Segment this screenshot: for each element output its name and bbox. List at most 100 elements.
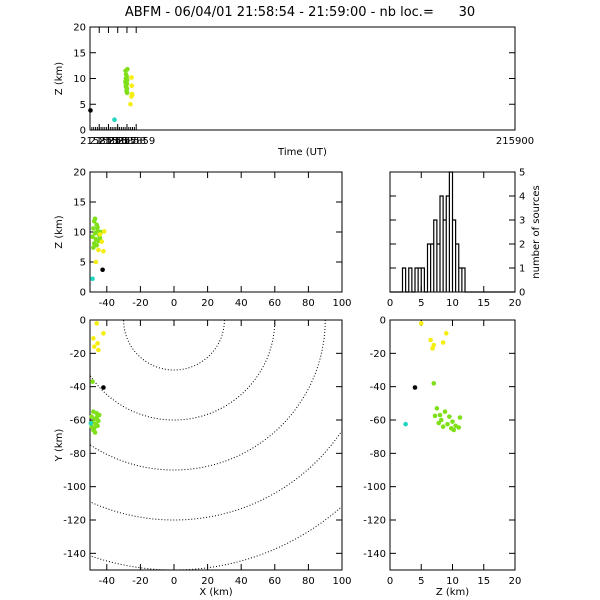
source-point bbox=[91, 336, 96, 341]
source-point bbox=[91, 226, 96, 231]
histogram-bar bbox=[418, 268, 421, 292]
range-ring bbox=[90, 429, 342, 521]
source-point bbox=[124, 87, 129, 92]
x-height-panel: -40 -20 0 20 40 60 80 100 0 5 10 15 20 Z (km) bbox=[54, 168, 352, 310]
histogram-bar bbox=[453, 220, 456, 292]
plan-view-panel: -40 -20 0 20 40 60 80 100 0 -20 -40 -60 -80 -100 -120 -… bbox=[54, 316, 352, 599]
y-tick-label: -120 bbox=[363, 516, 386, 527]
source-point bbox=[440, 340, 446, 345]
source-point bbox=[436, 420, 442, 426]
source-point bbox=[123, 83, 129, 89]
x-tick-label: 0 bbox=[171, 576, 177, 587]
y-tick-label: -140 bbox=[63, 549, 86, 560]
histogram-bars bbox=[390, 171, 515, 293]
x-tick-label: 215856 bbox=[89, 136, 127, 147]
x-tick-label: -20 bbox=[132, 576, 148, 587]
x-tick-label: 10 bbox=[446, 298, 459, 309]
histogram-bar bbox=[456, 244, 459, 292]
source-point bbox=[431, 381, 437, 386]
source-point bbox=[90, 379, 95, 384]
y-tick-label: -80 bbox=[70, 449, 86, 460]
y-tick-label: 15 bbox=[73, 48, 86, 59]
source-point bbox=[96, 347, 101, 353]
histogram-bar bbox=[431, 244, 434, 292]
source-point bbox=[88, 421, 94, 426]
source-points bbox=[88, 66, 135, 122]
histogram-bar bbox=[462, 268, 465, 292]
x-tick-label: 100 bbox=[332, 576, 351, 587]
y-tick-label: -100 bbox=[63, 482, 86, 493]
histogram-bar bbox=[437, 244, 440, 292]
x-tick-label: 15 bbox=[477, 298, 490, 309]
source-point bbox=[412, 385, 418, 390]
source-point bbox=[124, 74, 130, 79]
source-point bbox=[101, 331, 106, 336]
source-point bbox=[403, 421, 408, 427]
source-point bbox=[93, 259, 99, 265]
x-tick-label: 20 bbox=[509, 298, 522, 309]
source-point bbox=[95, 341, 100, 346]
source-point bbox=[451, 427, 457, 433]
x-tick-label: 215859 bbox=[117, 136, 155, 147]
y-tick-label: 5 bbox=[80, 100, 86, 111]
y-tick-label: -40 bbox=[70, 382, 86, 393]
x-tick-label: 80 bbox=[302, 576, 315, 587]
source-point bbox=[434, 406, 440, 411]
source-point bbox=[456, 425, 462, 430]
y-axis-label: Y (km) bbox=[54, 429, 65, 463]
x-tick-label: 10 bbox=[446, 576, 459, 587]
source-point bbox=[92, 230, 98, 236]
y-tick-label: 20 bbox=[73, 23, 86, 34]
source-point bbox=[437, 412, 443, 418]
x-tick-label: -20 bbox=[132, 298, 148, 309]
source-point bbox=[112, 117, 117, 122]
source-points bbox=[90, 216, 107, 282]
y-tick-label: -100 bbox=[363, 482, 386, 493]
source-point bbox=[91, 245, 96, 250]
y-tick-label: 0 bbox=[519, 288, 525, 299]
x-tick-label: -40 bbox=[99, 298, 115, 309]
source-point bbox=[442, 409, 448, 414]
x-tick-label: 215855 bbox=[80, 136, 118, 147]
source-point bbox=[124, 77, 130, 83]
source-point bbox=[95, 224, 100, 230]
histogram-bar bbox=[440, 196, 443, 292]
y-tick-label: -60 bbox=[70, 416, 86, 427]
source-point bbox=[88, 108, 93, 113]
y-tick-label: 0 bbox=[80, 288, 86, 299]
y-tick-label: -80 bbox=[370, 449, 386, 460]
source-point bbox=[90, 276, 95, 282]
y-tick-label: 15 bbox=[73, 198, 86, 209]
source-point bbox=[101, 248, 106, 254]
histogram-bar bbox=[428, 244, 431, 292]
figure-title: ABFM - 06/04/01 21:58:54 - 21:59:00 - nb… bbox=[125, 5, 475, 20]
range-rings bbox=[90, 320, 342, 570]
source-point bbox=[96, 412, 102, 418]
source-point bbox=[96, 247, 101, 253]
x-tick-label: 20 bbox=[509, 576, 522, 587]
y-tick-label: 5 bbox=[80, 258, 86, 269]
x-tick-label: 40 bbox=[235, 576, 248, 587]
source-point bbox=[101, 385, 106, 390]
source-point bbox=[99, 239, 105, 244]
source-point bbox=[94, 242, 100, 248]
source-point bbox=[94, 321, 100, 326]
histogram-bar bbox=[421, 268, 424, 292]
source-point bbox=[432, 413, 438, 419]
source-point bbox=[447, 414, 452, 419]
source-point bbox=[95, 423, 100, 429]
source-point bbox=[129, 92, 135, 98]
source-point bbox=[430, 346, 435, 351]
y-tick-label: -20 bbox=[70, 349, 86, 360]
source-point bbox=[101, 229, 107, 234]
source-point bbox=[418, 321, 424, 326]
y-tick-label: 0 bbox=[80, 316, 86, 327]
x-tick-label: 60 bbox=[268, 576, 281, 587]
x-tick-label: -40 bbox=[99, 576, 115, 587]
source-point bbox=[450, 419, 455, 424]
x-tick-label: 40 bbox=[235, 298, 248, 309]
source-point bbox=[445, 421, 450, 427]
y-axis-label: Z (km) bbox=[54, 215, 65, 248]
